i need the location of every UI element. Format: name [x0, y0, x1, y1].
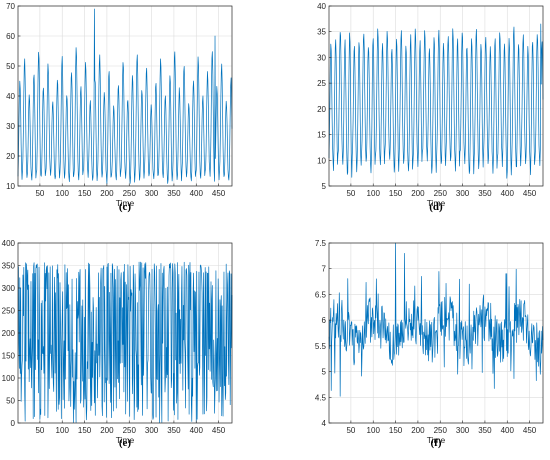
y-tick-label: 30	[317, 53, 326, 62]
y-tick-label: 100	[2, 374, 16, 383]
x-tick-label: 50	[35, 426, 44, 435]
y-tick-label: 350	[2, 262, 16, 271]
x-tick-label: 50	[346, 189, 355, 198]
chart-panel-c: 50 100 150 200 250 300 350 400 450 10 20 30 40 50 60 70…	[6, 2, 233, 213]
x-tick-label: 450	[523, 426, 537, 435]
x-tick-label: 50	[35, 189, 44, 198]
axes-box	[328, 242, 544, 424]
x-tick-label: 100	[56, 189, 70, 198]
y-tick-label: 15	[317, 131, 326, 140]
x-tick-label: 350	[167, 426, 181, 435]
y-tick-label: 40	[317, 2, 326, 11]
panel-label: (f)	[431, 437, 442, 449]
x-tick-label: 450	[212, 426, 226, 435]
y-tick-label: 7	[322, 265, 327, 274]
x-tick-label: 200	[100, 189, 114, 198]
x-tick-label: 400	[190, 189, 204, 198]
x-tick-label: 400	[501, 426, 515, 435]
panel-label: (e)	[119, 437, 132, 449]
x-tick-label: 450	[212, 189, 226, 198]
x-tick-label: 250	[123, 189, 137, 198]
panel-label: (c)	[119, 201, 132, 213]
x-tick-label: 150	[78, 426, 92, 435]
y-tick-label: 20	[317, 105, 326, 114]
x-tick-label: 350	[478, 426, 492, 435]
y-tick-label: 150	[2, 352, 16, 361]
y-tick-label: 50	[6, 62, 15, 71]
y-tick-label: 300	[2, 284, 16, 293]
x-tick-label: 300	[145, 189, 159, 198]
panel-label: (d)	[429, 201, 443, 213]
series-line	[328, 242, 544, 397]
x-tick-label: 450	[523, 189, 537, 198]
chart-panel-e: 50 100 150 200 250 300 350 400 450 0 50 100 150 200 25…	[2, 239, 233, 449]
y-tick-label: 50	[6, 397, 15, 406]
x-tick-label: 350	[478, 189, 492, 198]
x-tick-label: 400	[501, 189, 515, 198]
series-line	[328, 23, 544, 179]
x-tick-label: 250	[434, 426, 448, 435]
y-tick-label: 250	[2, 307, 16, 316]
y-tick-label: 0	[11, 419, 16, 428]
x-tick-label: 100	[56, 426, 70, 435]
x-axis-label: Time	[116, 435, 135, 445]
x-tick-label: 300	[456, 189, 470, 198]
y-tick-label: 400	[2, 239, 16, 248]
y-tick-label: 40	[6, 92, 15, 101]
x-tick-label: 200	[100, 426, 114, 435]
y-tick-label: 35	[317, 28, 326, 37]
x-axis-label: Time	[116, 198, 135, 208]
y-tick-label: 4	[322, 419, 327, 428]
x-tick-label: 200	[411, 426, 425, 435]
y-tick-label: 70	[6, 2, 15, 11]
x-tick-label: 150	[389, 189, 403, 198]
chart-panel-d: 50 100 150 200 250 300 350 400 450 5 10 15 20 25 30 35 4…	[317, 2, 544, 213]
chart-panel-f: 50 100 150 200 250 300 350 400 450 4 4.5 5 5.5 6 6.5 7 7…	[315, 239, 544, 449]
y-tick-label: 6	[322, 316, 327, 325]
series-line	[17, 8, 233, 185]
y-tick-label: 7.5	[315, 239, 327, 248]
x-tick-label: 100	[367, 189, 381, 198]
axes-box	[328, 5, 544, 187]
x-tick-label: 100	[367, 426, 381, 435]
y-tick-label: 6.5	[315, 290, 327, 299]
x-tick-label: 50	[346, 426, 355, 435]
x-tick-label: 400	[190, 426, 204, 435]
x-tick-label: 150	[389, 426, 403, 435]
y-tick-label: 25	[317, 79, 326, 88]
y-tick-label: 5.5	[315, 342, 327, 351]
x-tick-label: 250	[434, 189, 448, 198]
y-tick-label: 10	[317, 156, 326, 165]
y-tick-label: 30	[6, 122, 15, 131]
y-tick-label: 5	[322, 368, 327, 377]
x-tick-label: 300	[145, 426, 159, 435]
x-tick-label: 300	[456, 426, 470, 435]
x-tick-label: 200	[411, 189, 425, 198]
y-tick-label: 10	[6, 182, 15, 191]
y-tick-label: 20	[6, 152, 15, 161]
x-axis-label: Time	[427, 198, 446, 208]
x-tick-label: 150	[78, 189, 92, 198]
y-tick-label: 60	[6, 32, 15, 41]
x-axis-label: Time	[427, 435, 446, 445]
x-tick-label: 350	[167, 189, 181, 198]
y-tick-label: 200	[2, 329, 16, 338]
y-tick-label: 5	[322, 182, 327, 191]
y-tick-label: 4.5	[315, 393, 327, 402]
x-tick-label: 250	[123, 426, 137, 435]
series-line	[17, 261, 233, 423]
